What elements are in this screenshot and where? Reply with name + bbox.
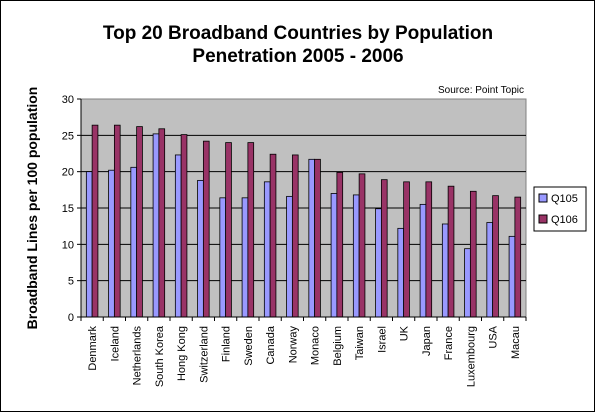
bar-q106-denmark [91, 124, 99, 318]
bar-q106-finland [225, 142, 232, 318]
bar-q106-france [447, 185, 455, 318]
bar-q105-canada [263, 181, 271, 318]
bar-q106-israel [380, 179, 388, 318]
bar-q105-uk [397, 227, 405, 318]
legend-label-q105: Q105 [551, 193, 578, 205]
bar-q106-macau [514, 196, 522, 318]
x-category-label: France [443, 326, 455, 360]
bar-q105-south-korea [152, 133, 160, 318]
chart-title-line-1: Top 20 Broadband Countries by Population [103, 23, 493, 44]
bar-q105-switzerland [197, 179, 204, 318]
bar-q105-monaco [308, 158, 316, 318]
x-category-label: South Korea [154, 325, 166, 387]
bar-q105-israel [375, 208, 382, 318]
bar-q106-norway [291, 154, 299, 318]
y-tick-label-5: 5 [68, 276, 74, 288]
y-axis-label: Broadband Lines per 100 population [24, 87, 40, 330]
y-tick-label-10: 10 [62, 239, 74, 251]
bar-q106-belgium [336, 171, 344, 318]
bar-q105-iceland [108, 169, 115, 318]
bar-q105-finland [219, 197, 227, 318]
x-category-label: Norway [287, 326, 299, 364]
bar-q105-luxembourg [464, 248, 471, 318]
bar-q105-netherlands [130, 166, 138, 318]
x-category-label: Taiwan [354, 326, 366, 360]
y-tick-label-30: 30 [62, 94, 74, 106]
bar-q105-hong-kong [174, 154, 182, 318]
bar-q106-netherlands [136, 126, 143, 318]
source-note: Source: Point Topic [438, 85, 524, 96]
bar-q105-denmark [85, 171, 93, 318]
x-category-label: Japan [421, 326, 433, 356]
bar-q106-monaco [314, 158, 321, 318]
bar-q105-japan [419, 203, 427, 318]
bar-q106-sweden [247, 142, 255, 318]
chart-title-line-2: Penetration 2005 - 2006 [192, 46, 403, 67]
x-category-label: Netherlands [132, 326, 144, 386]
bar-q105-norway [286, 195, 293, 318]
legend: Q105 Q106 [533, 186, 587, 232]
bar-q106-switzerland [202, 140, 210, 318]
x-category-label: Macau [510, 326, 522, 359]
bar-q105-macau [508, 235, 516, 318]
bar-q106-usa [492, 195, 499, 318]
bar-q106-taiwan [358, 173, 366, 318]
bar-q105-taiwan [352, 194, 360, 318]
x-category-label: USA [488, 325, 500, 348]
x-category-label: Switzerland [198, 326, 210, 383]
legend-swatch-q106 [538, 214, 548, 224]
x-category-label: Finland [221, 326, 233, 362]
x-category-label: Sweden [243, 326, 255, 366]
bar-q106-luxembourg [469, 190, 477, 318]
y-axis-ticks: 0 5 10 15 20 25 30 [62, 94, 81, 324]
bar-q106-uk [403, 181, 410, 318]
x-category-label: Iceland [109, 326, 121, 361]
bar-q106-canada [269, 153, 277, 318]
bar-q106-japan [425, 181, 433, 318]
x-category-label: Luxembourg [465, 326, 477, 387]
legend-label-q106: Q106 [551, 214, 578, 226]
bar-q105-usa [486, 222, 494, 318]
x-category-label: Hong Kong [176, 326, 188, 381]
y-tick-label-20: 20 [62, 167, 74, 179]
y-tick-label-15: 15 [62, 203, 74, 215]
legend-swatch-q105 [538, 193, 548, 203]
bar-q106-iceland [113, 124, 121, 318]
bar-q105-belgium [330, 193, 338, 318]
x-category-label: Israel [376, 326, 388, 353]
bar-q106-south-korea [158, 128, 166, 318]
x-category-label: Denmark [87, 326, 99, 371]
x-axis-categories: Denmark Iceland Netherlands South Korea Hong… [80, 317, 527, 387]
bar-q105-france [441, 223, 449, 318]
y-tick-label-0: 0 [68, 312, 74, 324]
x-category-label: Monaco [310, 326, 322, 365]
bar-q105-sweden [241, 197, 249, 318]
bar-q106-hong-kong [180, 134, 188, 318]
x-category-label: UK [399, 325, 411, 341]
y-tick-label-25: 25 [62, 130, 74, 142]
x-category-label: Belgium [332, 326, 344, 366]
x-category-label: Canada [265, 325, 277, 364]
